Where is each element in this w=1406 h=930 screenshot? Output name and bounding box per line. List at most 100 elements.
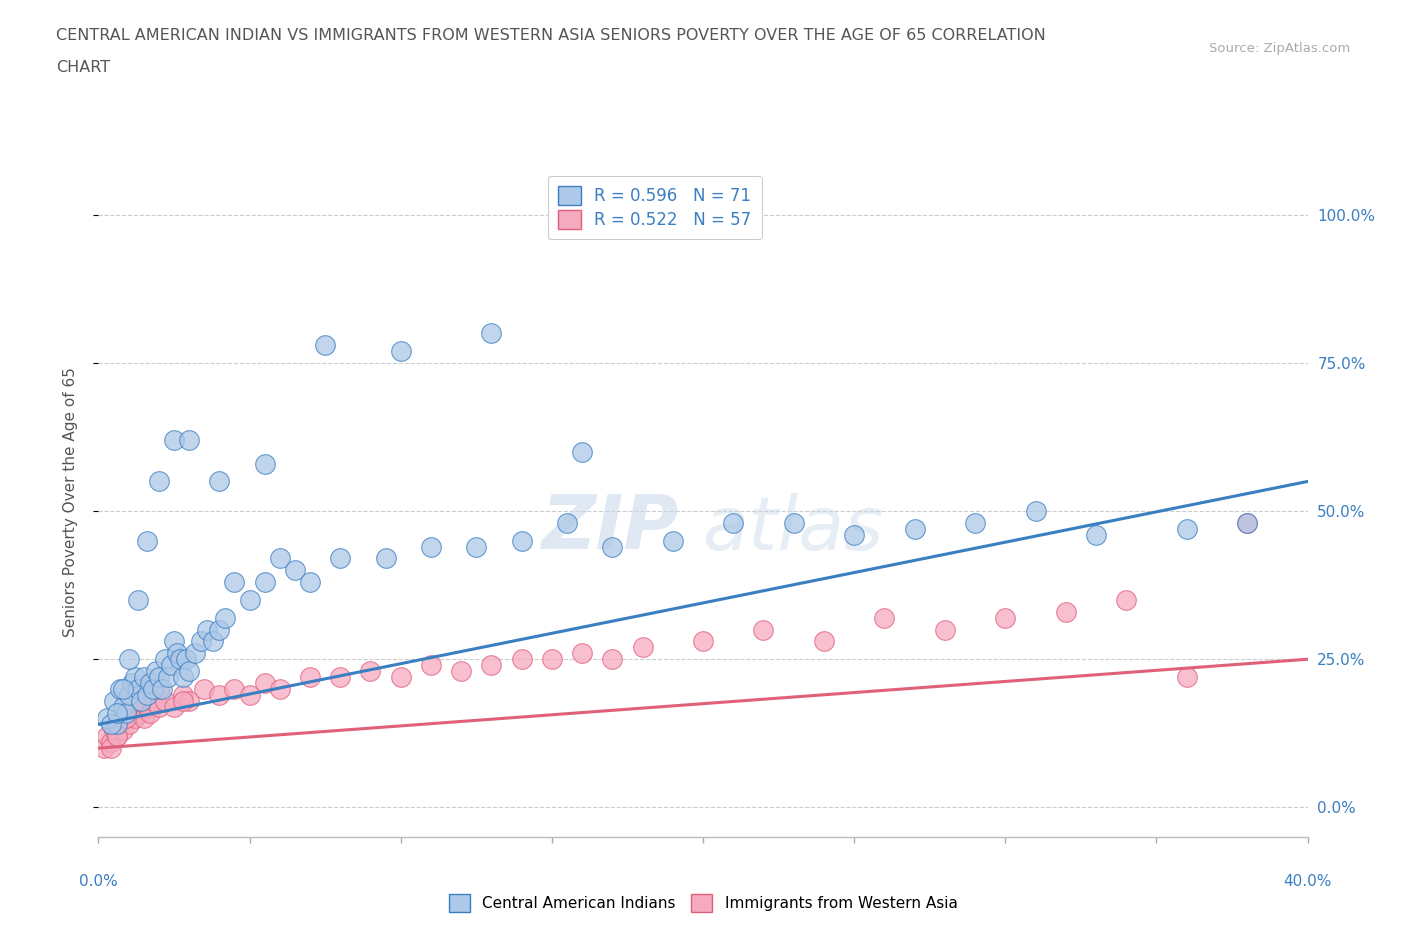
Point: [813, 634, 835, 649]
Point: [179, 693, 201, 708]
Point: [163, 634, 186, 649]
Point: [965, 515, 987, 530]
Point: [389, 670, 412, 684]
Point: [269, 551, 291, 566]
Point: [153, 693, 176, 708]
Point: [420, 658, 443, 672]
Point: [214, 610, 236, 625]
Point: [193, 682, 215, 697]
Point: [132, 670, 155, 684]
Point: [314, 338, 336, 352]
Point: [904, 522, 927, 537]
Point: [208, 687, 231, 702]
Point: [662, 533, 685, 548]
Point: [100, 735, 122, 750]
Point: [135, 533, 157, 548]
Point: [1175, 522, 1198, 537]
Point: [142, 693, 165, 708]
Point: [121, 705, 143, 720]
Point: [174, 652, 197, 667]
Point: [723, 515, 745, 530]
Point: [299, 670, 322, 684]
Point: [329, 670, 352, 684]
Point: [145, 664, 167, 679]
Point: [172, 670, 194, 684]
Point: [844, 527, 866, 542]
Point: [163, 432, 186, 447]
Point: [108, 717, 131, 732]
Point: [571, 645, 593, 660]
Point: [127, 699, 149, 714]
Legend: R = 0.596   N = 71, R = 0.522   N = 57: R = 0.596 N = 71, R = 0.522 N = 57: [548, 176, 762, 239]
Point: [1236, 515, 1258, 530]
Point: [111, 682, 134, 697]
Point: [124, 670, 146, 684]
Point: [555, 515, 578, 530]
Point: [132, 711, 155, 726]
Point: [124, 711, 146, 726]
Point: [179, 664, 201, 679]
Point: [374, 551, 396, 566]
Point: [127, 682, 149, 697]
Point: [150, 682, 173, 697]
Point: [169, 652, 191, 667]
Text: CENTRAL AMERICAN INDIAN VS IMMIGRANTS FROM WESTERN ASIA SENIORS POVERTY OVER THE: CENTRAL AMERICAN INDIAN VS IMMIGRANTS FR…: [56, 28, 1046, 43]
Text: 0.0%: 0.0%: [79, 874, 118, 889]
Point: [105, 717, 128, 732]
Point: [239, 592, 262, 607]
Point: [163, 699, 186, 714]
Point: [269, 682, 291, 697]
Text: ZIP: ZIP: [541, 493, 679, 565]
Point: [481, 658, 503, 672]
Y-axis label: Seniors Poverty Over the Age of 65: Seniors Poverty Over the Age of 65: [63, 367, 77, 637]
Point: [114, 705, 136, 720]
Point: [129, 705, 152, 720]
Point: [132, 682, 155, 697]
Point: [239, 687, 262, 702]
Point: [994, 610, 1017, 625]
Point: [541, 652, 564, 667]
Point: [105, 729, 128, 744]
Text: CHART: CHART: [56, 60, 110, 75]
Point: [224, 682, 246, 697]
Point: [602, 539, 624, 554]
Point: [1236, 515, 1258, 530]
Point: [129, 693, 152, 708]
Point: [631, 640, 654, 655]
Point: [179, 432, 201, 447]
Point: [195, 622, 218, 637]
Point: [1115, 592, 1137, 607]
Point: [692, 634, 714, 649]
Point: [1054, 604, 1077, 619]
Point: [253, 575, 276, 590]
Point: [96, 729, 118, 744]
Point: [450, 664, 472, 679]
Point: [202, 634, 225, 649]
Point: [111, 723, 134, 737]
Point: [465, 539, 488, 554]
Point: [172, 693, 194, 708]
Point: [510, 533, 533, 548]
Point: [103, 723, 125, 737]
Point: [208, 474, 231, 489]
Point: [148, 474, 170, 489]
Point: [142, 682, 165, 697]
Point: [166, 645, 188, 660]
Point: [105, 705, 128, 720]
Point: [118, 687, 141, 702]
Point: [156, 670, 179, 684]
Point: [208, 622, 231, 637]
Point: [253, 675, 276, 690]
Point: [124, 693, 146, 708]
Point: [103, 693, 125, 708]
Point: [190, 634, 212, 649]
Point: [100, 740, 122, 755]
Point: [420, 539, 443, 554]
Point: [121, 675, 143, 690]
Point: [111, 699, 134, 714]
Point: [105, 729, 128, 744]
Point: [284, 563, 307, 578]
Text: 40.0%: 40.0%: [1284, 874, 1331, 889]
Point: [172, 687, 194, 702]
Text: Source: ZipAtlas.com: Source: ZipAtlas.com: [1209, 42, 1350, 55]
